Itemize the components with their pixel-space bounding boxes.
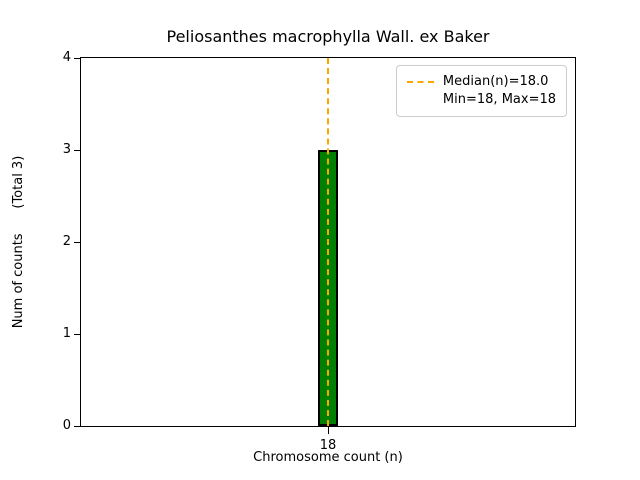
x-tick-mark	[328, 427, 329, 434]
y-tick-mark	[74, 241, 80, 243]
legend-entry-median: Median(n)=18.0	[406, 73, 556, 91]
y-tick-label: 4	[62, 50, 71, 65]
y-tick-label: 1	[62, 326, 71, 341]
legend: Median(n)=18.0 Min=18, Max=18	[395, 65, 567, 117]
y-tick-label: 2	[62, 234, 71, 249]
y-tick-mark	[74, 149, 80, 151]
plot-area: 0 1 2 3 4 18 Median(n)=18.0 Min=18, Max=18	[63, 50, 576, 453]
legend-label-minmax: Min=18, Max=18	[442, 92, 556, 107]
legend-entry-minmax: Min=18, Max=18	[443, 91, 556, 109]
x-tick-label: 18	[319, 438, 337, 453]
median-dashed-line	[327, 58, 329, 426]
y-tick-label: 3	[62, 142, 71, 157]
dashed-line-icon	[406, 81, 434, 83]
chart-title: Peliosanthes macrophylla Wall. ex Baker	[166, 27, 490, 46]
y-tick-mark	[74, 425, 80, 427]
y-tick-label: 0	[62, 418, 71, 433]
legend-label-median: Median(n)=18.0	[442, 74, 549, 89]
y-tick-mark	[74, 57, 80, 59]
y-axis-label: Num of counts (Total 3)	[11, 155, 26, 329]
x-axis-label: Chromosome count (n)	[253, 450, 403, 465]
y-tick-mark	[74, 333, 80, 335]
